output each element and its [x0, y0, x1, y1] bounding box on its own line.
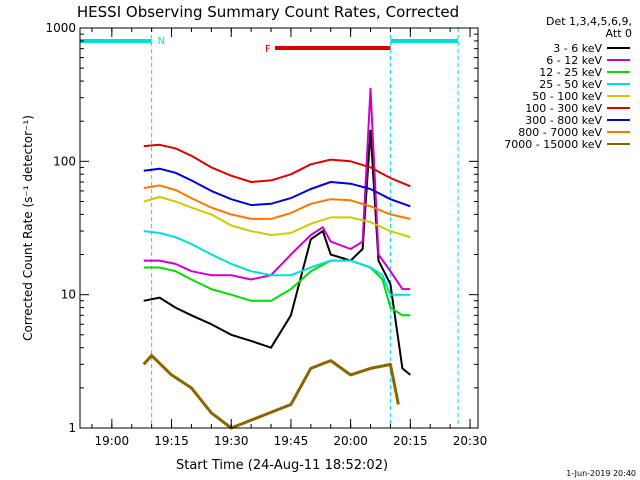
- x-tick-label: 19:30: [214, 434, 249, 448]
- legend-label: 300 - 800 keV: [525, 114, 602, 127]
- series-line: [143, 230, 411, 296]
- chart-title: HESSI Observing Summary Count Rates, Cor…: [77, 3, 459, 21]
- x-tick-label: 19:15: [154, 434, 189, 448]
- series-line: [143, 196, 411, 239]
- legend-label: 100 - 300 keV: [525, 102, 602, 115]
- legend-header-line-1: Det 1,3,4,5,6,9,: [546, 15, 632, 28]
- y-axis-label: Corrected Count Rate (s⁻¹ detector⁻¹): [21, 115, 35, 341]
- y-tick-label: 1: [68, 421, 76, 435]
- date-stamp: 1-Jun-2019 20:40: [566, 469, 636, 478]
- series-line: [143, 87, 411, 291]
- x-tick-label: 19:00: [95, 434, 130, 448]
- x-tick-label: 20:00: [333, 434, 368, 448]
- series-line: [143, 129, 411, 376]
- legend-label: 3 - 6 keV: [553, 42, 602, 55]
- annotation-label: N: [158, 36, 165, 47]
- legend-label: 12 - 25 keV: [539, 66, 602, 79]
- series-line: [143, 184, 411, 220]
- legend-label: 6 - 12 keV: [546, 54, 602, 67]
- x-tick-label: 20:30: [453, 434, 488, 448]
- series-line: [142, 354, 400, 430]
- axes: 1 10 100 1000 19:00 19:15 19:30 19:45 20:00 20:15…: [45, 21, 487, 448]
- legend-header-line-2: Att 0: [606, 27, 632, 40]
- legend-label: 25 - 50 keV: [539, 78, 602, 91]
- series-line: [143, 143, 411, 188]
- series-line: [143, 259, 411, 317]
- y-tick-label: 10: [61, 288, 76, 302]
- x-tick-label: 20:15: [393, 434, 428, 448]
- plot-series: [142, 87, 411, 430]
- y-tick-label: 100: [53, 154, 76, 168]
- legend-label: 50 - 100 keV: [532, 90, 602, 103]
- plot-annotations: NF: [80, 28, 459, 428]
- plot-frame: [79, 27, 479, 429]
- y-tick-label: 1000: [45, 21, 76, 35]
- annotation-label: F: [265, 44, 271, 55]
- legend-label: 7000 - 15000 keV: [504, 138, 602, 151]
- x-axis-label: Start Time (24-Aug-11 18:52:02): [176, 458, 388, 473]
- legend-label: 800 - 7000 keV: [518, 126, 602, 139]
- series-line: [143, 167, 411, 208]
- x-tick-label: 19:45: [274, 434, 309, 448]
